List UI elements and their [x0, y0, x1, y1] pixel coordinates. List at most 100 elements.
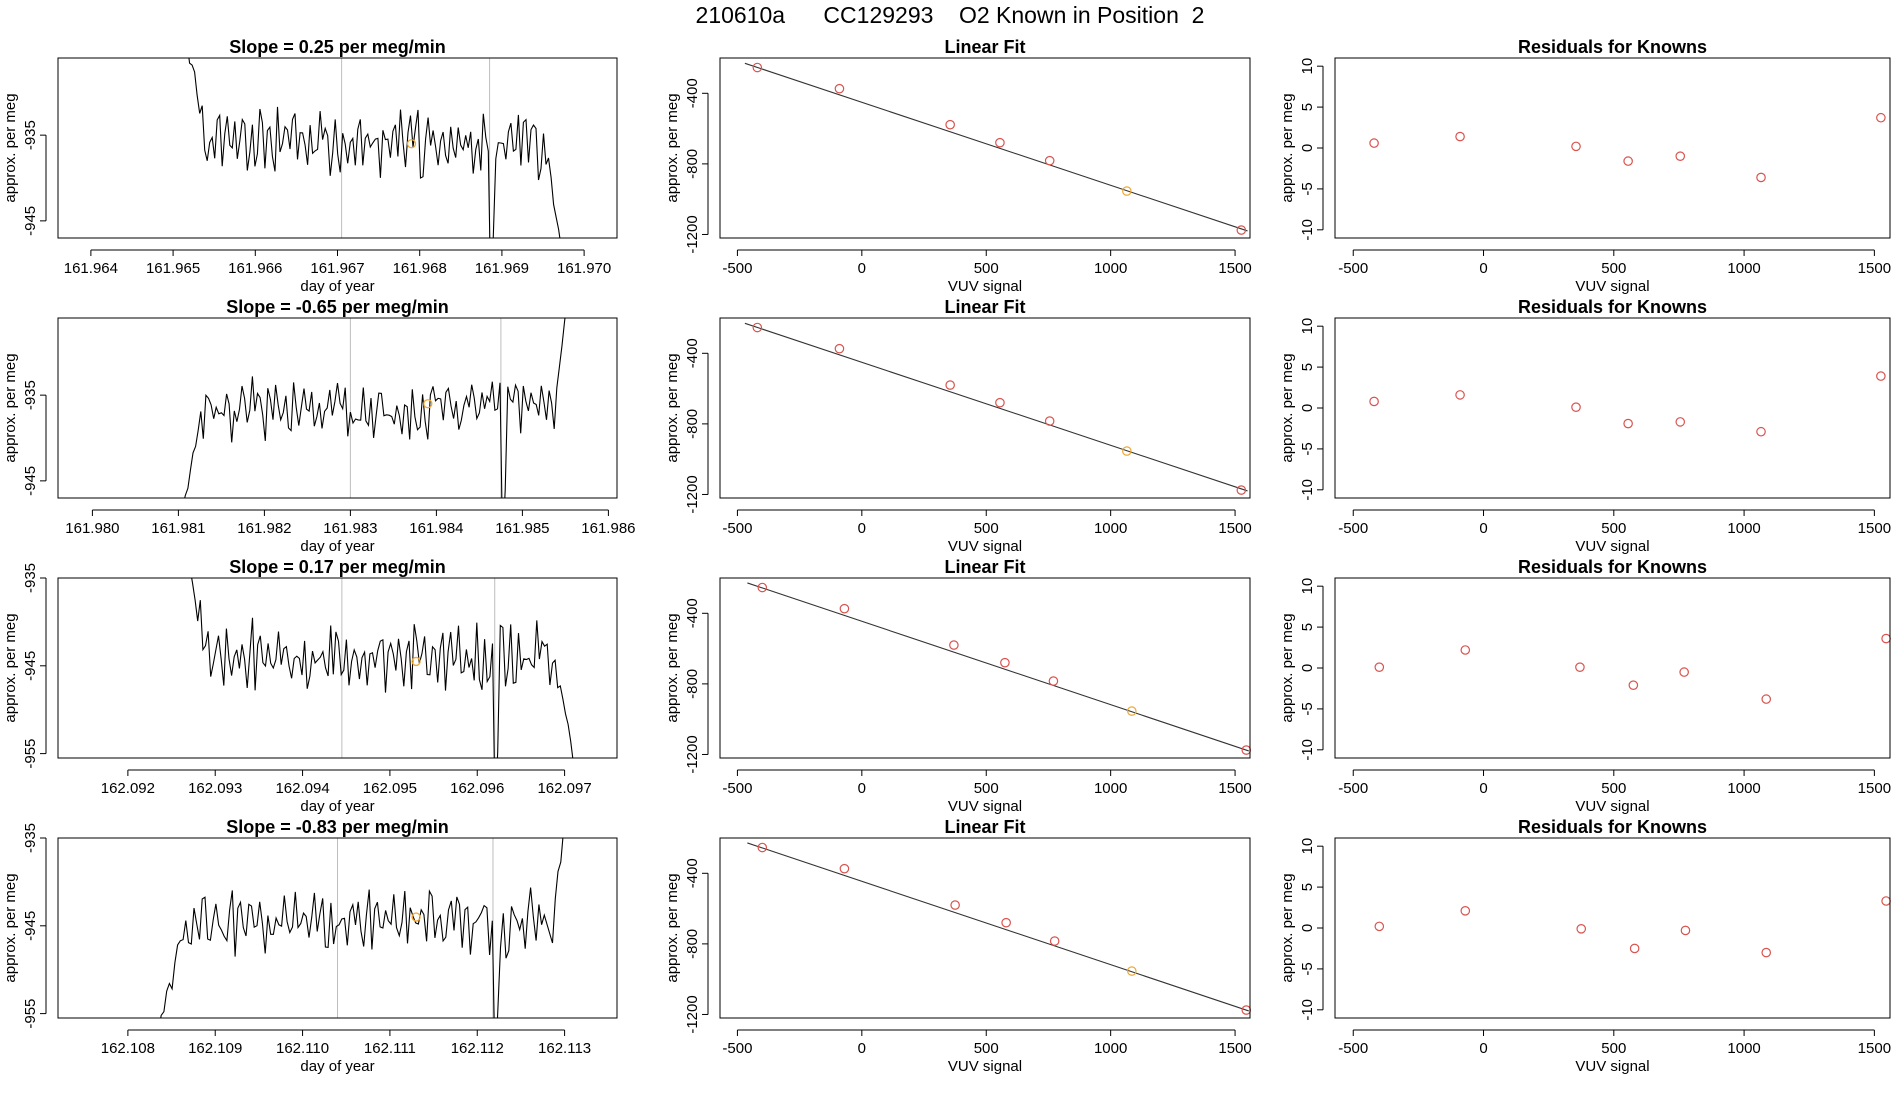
x-axis-label: VUV signal	[1575, 538, 1649, 555]
x-tick-label: 1000	[1094, 1040, 1127, 1057]
fit-line	[747, 582, 1249, 752]
x-tick-label: 1000	[1727, 1040, 1760, 1057]
data-point	[1460, 645, 1471, 655]
plot-frame	[57, 317, 618, 499]
y-tick-label: -935	[22, 563, 39, 593]
chart-panel-r4c3: Residuals for Knowns -500 0 500 1000 1500 VUV …	[1279, 817, 1891, 1075]
x-tick-label: 1500	[1858, 1040, 1891, 1057]
y-tick-label: 0	[1299, 404, 1316, 412]
x-tick-label: 161.966	[228, 260, 282, 277]
chart-panel-r2c1: Slope = -0.65 per meg/min 161.980 161.981 1…	[2, 297, 636, 555]
time-series-trace	[188, 58, 561, 238]
x-axis-label: day of year	[300, 278, 374, 295]
x-tick-label: 161.984	[409, 520, 463, 537]
data-point	[945, 380, 955, 390]
x-tick-label: -500	[722, 780, 752, 797]
time-series-trace	[160, 838, 564, 1018]
x-tick-label: 0	[858, 520, 866, 537]
x-tick-label: 1500	[1218, 520, 1251, 537]
chart-panel-r2c3: Residuals for Knowns -500 0 500 1000 1500 VUV …	[1279, 297, 1891, 555]
x-axis-label: VUV signal	[1575, 278, 1649, 295]
y-axis-label: approx. per meg	[2, 613, 19, 722]
chart-panel-r4c2: Linear Fit -500 0 500 1000 1500 VUV signal -400…	[664, 817, 1252, 1075]
y-axis-label: approx. per meg	[664, 93, 681, 202]
y-tick-label: -800	[684, 409, 701, 439]
x-axis-label: VUV signal	[948, 538, 1022, 555]
data-point	[839, 603, 850, 614]
x-axis-label: VUV signal	[1575, 1058, 1649, 1075]
y-tick-label: -955	[22, 739, 39, 769]
x-axis-label: day of year	[300, 538, 374, 555]
x-tick-label: 161.980	[65, 520, 119, 537]
chart-title: Residuals for Knowns	[1518, 297, 1707, 317]
data-point	[995, 397, 1005, 408]
plot-frame	[1334, 837, 1891, 1019]
x-tick-label: 1500	[1218, 260, 1251, 277]
data-point	[1044, 416, 1055, 426]
y-tick-label: 5	[1299, 623, 1316, 631]
x-tick-label: 161.983	[323, 520, 377, 537]
data-point	[1761, 947, 1772, 958]
time-series-trace	[184, 318, 566, 498]
fit-line	[744, 322, 1248, 492]
x-tick-label: 161.985	[495, 520, 549, 537]
chart-title: Linear Fit	[944, 817, 1025, 837]
plot-frame	[1334, 317, 1891, 499]
y-tick-label: -5	[1299, 442, 1316, 455]
x-tick-label: 161.981	[151, 520, 205, 537]
y-axis-label: approx. per meg	[2, 353, 19, 462]
data-point	[1000, 657, 1010, 668]
data-point	[1756, 172, 1766, 183]
x-tick-label: 1500	[1858, 520, 1891, 537]
data-point	[757, 582, 768, 593]
y-axis-label: approx. per meg	[664, 873, 681, 982]
data-point	[1044, 155, 1055, 166]
y-tick-label: -935	[22, 380, 39, 410]
fit-line	[747, 842, 1249, 1012]
y-tick-label: -955	[22, 999, 39, 1029]
x-tick-label: 0	[1479, 1040, 1487, 1057]
data-point	[1761, 694, 1772, 704]
x-axis-label: VUV signal	[948, 798, 1022, 815]
x-tick-label: 1000	[1727, 520, 1760, 537]
plot-frame	[719, 317, 1251, 499]
highlighted-data-point	[1122, 446, 1132, 456]
data-point	[1756, 426, 1766, 437]
y-tick-label: 10	[1299, 578, 1316, 595]
x-tick-label: 1000	[1094, 780, 1127, 797]
y-axis-label: approx. per meg	[664, 613, 681, 722]
data-point	[1374, 921, 1385, 932]
x-tick-label: 162.095	[363, 780, 417, 797]
data-point	[1571, 402, 1581, 412]
y-tick-label: -400	[684, 78, 701, 108]
chart-panel-r3c3: Residuals for Knowns -500 0 500 1000 1500 VUV …	[1279, 557, 1891, 815]
data-point	[752, 322, 763, 333]
y-tick-label: 0	[1299, 664, 1316, 672]
chart-title: Slope = -0.83 per meg/min	[226, 817, 449, 837]
x-tick-label: -500	[722, 1040, 752, 1057]
chart-panel-r4c1: Slope = -0.83 per meg/min 162.108 162.109 1…	[2, 817, 618, 1075]
x-tick-label: 1500	[1858, 780, 1891, 797]
y-tick-label: 5	[1299, 883, 1316, 891]
y-axis-label: approx. per meg	[2, 93, 19, 202]
data-point	[1628, 680, 1639, 690]
y-tick-label: 0	[1299, 144, 1316, 152]
chart-title: Linear Fit	[944, 37, 1025, 57]
x-tick-label: -500	[1338, 520, 1368, 537]
plot-frame	[719, 57, 1251, 239]
y-tick-label: -10	[1299, 999, 1316, 1021]
chart-panel-r1c1: Slope = 0.25 per meg/min 161.964 161.965 16…	[2, 37, 618, 295]
x-tick-label: 1000	[1727, 780, 1760, 797]
y-tick-label: -5	[1299, 182, 1316, 195]
data-point	[1675, 151, 1686, 161]
x-tick-label: 0	[858, 1040, 866, 1057]
data-point	[945, 119, 955, 130]
data-point	[1455, 131, 1465, 142]
chart-title: Residuals for Knowns	[1518, 37, 1707, 57]
data-point	[995, 137, 1005, 148]
y-tick-label: -10	[1299, 219, 1316, 241]
data-point	[1455, 390, 1465, 400]
y-tick-label: -945	[22, 206, 39, 236]
x-tick-label: 0	[1479, 260, 1487, 277]
x-tick-label: 0	[858, 780, 866, 797]
